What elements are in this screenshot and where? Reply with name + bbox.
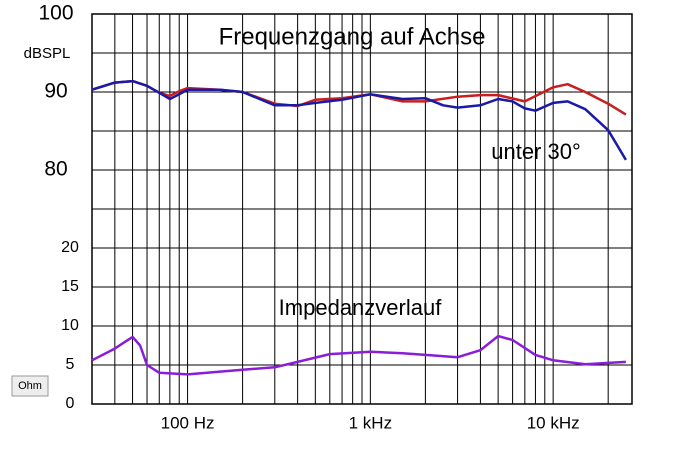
y-tick-label: 90 <box>44 80 67 103</box>
unit-box <box>11 375 49 397</box>
x-tick-label: 1 kHz <box>349 413 392 432</box>
annotation: unter 30° <box>491 139 581 164</box>
y-tick-label: 100 <box>38 2 73 25</box>
series-line <box>91 79 627 161</box>
y2-tick-label: 5 <box>66 356 75 373</box>
y-axis-label: dBSPL <box>24 45 71 62</box>
y-tick-label: 80 <box>44 158 67 181</box>
series-line <box>91 334 626 376</box>
chart-title: Frequenzgang auf Achse <box>219 23 486 50</box>
x-tick-label: 10 kHz <box>527 413 580 432</box>
y2-tick-label: 15 <box>61 278 79 295</box>
y2-tick-label: 0 <box>66 395 75 412</box>
y2-tick-label: 20 <box>61 239 79 256</box>
annotation: Impedanzverlauf <box>279 295 443 320</box>
x-tick-label: 100 Hz <box>161 413 215 432</box>
y2-tick-label: 10 <box>61 317 79 334</box>
y2-axis-label: Ohm <box>18 380 42 392</box>
